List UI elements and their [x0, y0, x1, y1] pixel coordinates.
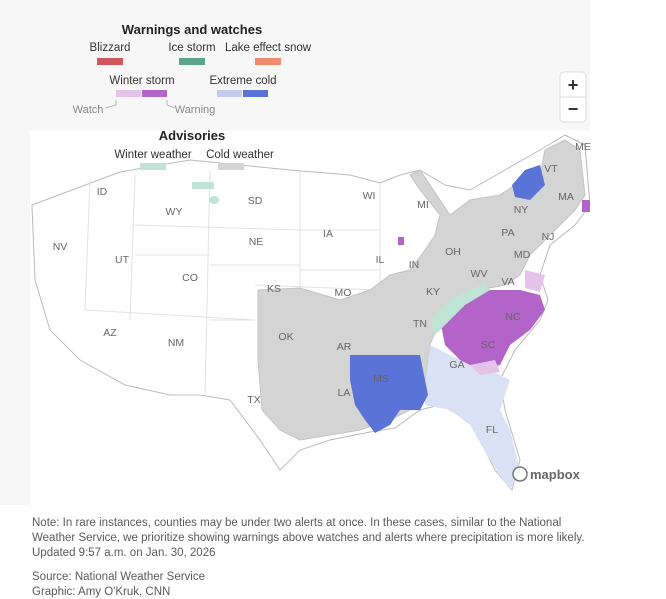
credit: Graphic: Amy O'Kruk, CNN [32, 586, 171, 598]
state-label: OH [445, 246, 461, 258]
legend-swatch-watch [217, 90, 242, 97]
state-labels: ME VT NY MA PA NJ MD WV VA NC SC GA FL OH IN KY TN MI WI IL… [53, 141, 591, 436]
mapbox-logo [512, 466, 528, 482]
state-label: MS [373, 373, 389, 385]
state-label: VA [501, 276, 514, 288]
state-label: MO [335, 287, 352, 299]
state-label: KS [267, 283, 281, 295]
legend-swatch [218, 163, 244, 170]
winter-storm-warning-area [398, 237, 404, 245]
state-label: MD [514, 249, 531, 261]
legend-title: Warnings and watches [122, 22, 262, 37]
state-label: NJ [542, 231, 555, 243]
zoom-in[interactable]: + [568, 75, 579, 95]
source: Source: National Weather Service [32, 571, 206, 583]
zoom-out[interactable]: − [568, 99, 579, 119]
state-label: ME [575, 141, 591, 153]
state-label: GA [449, 359, 464, 371]
extreme-cold-warning-area [350, 355, 428, 433]
legend-swatch-watch [116, 90, 141, 97]
legend-label: Extreme cold [209, 75, 276, 87]
state-label: VT [544, 163, 558, 175]
state-label: SD [248, 195, 263, 207]
state-label: NY [514, 204, 529, 216]
state-label: CO [182, 272, 198, 284]
winter-storm-watch-area [470, 270, 545, 375]
legend-connector [104, 100, 176, 109]
state-label: LA [338, 387, 351, 399]
legend-swatch [255, 58, 281, 65]
state-label: TX [247, 394, 260, 406]
legend-swatch-warning [142, 90, 167, 97]
state-label: MI [417, 199, 429, 211]
winter-weather-area [192, 182, 214, 189]
state-label: SC [481, 339, 496, 351]
legend-swatch [179, 58, 205, 65]
winter-weather-area [430, 283, 490, 335]
attribution[interactable]: mapbox [530, 467, 581, 482]
legend-label: Winter weather [114, 149, 192, 161]
advisories-title: Advisories [159, 128, 225, 143]
state-label: NM [168, 337, 184, 349]
legend-swatch-warning [243, 90, 268, 97]
state-label: OK [278, 331, 293, 343]
winter-storm-warning-area [582, 200, 590, 212]
state-label: IA [323, 228, 333, 240]
state-label: NC [505, 311, 521, 323]
legend-label: Lake effect snow [225, 42, 312, 54]
state-label: WV [471, 268, 488, 280]
state-label: NV [53, 241, 68, 253]
winter-storm-warning-area [440, 290, 545, 370]
legend-label: Ice storm [168, 42, 215, 54]
watch-label: Watch [73, 104, 104, 116]
legend-label: Winter storm [109, 75, 174, 87]
warning-label: Warning [175, 104, 216, 116]
state-label: IN [409, 259, 420, 271]
state-label: AZ [103, 327, 117, 339]
state-label: WI [363, 190, 376, 202]
legend-label: Cold weather [206, 149, 274, 161]
extreme-cold-watch-area [425, 345, 520, 490]
legend-swatch [140, 163, 166, 170]
legend-swatch [97, 58, 123, 65]
state-label: UT [115, 254, 130, 266]
state-label: FL [486, 424, 498, 436]
state-label: IL [376, 254, 385, 266]
note: Note: In rare instances, counties may be… [32, 517, 585, 559]
state-label: WY [166, 206, 183, 218]
state-label: TN [413, 318, 427, 330]
state-label: NE [249, 236, 264, 248]
state-label: PA [501, 227, 514, 239]
state-label: MA [558, 191, 574, 203]
state-label: AR [337, 341, 352, 353]
state-lines [84, 169, 381, 396]
state-label: KY [426, 286, 440, 298]
winter-weather-area [209, 196, 219, 204]
legend-label: Blizzard [90, 42, 131, 54]
extreme-cold-warning-area [512, 165, 545, 200]
legend: Blizzard Ice storm Lake effect snow Winter … [90, 42, 312, 170]
state-label: ID [97, 186, 108, 198]
